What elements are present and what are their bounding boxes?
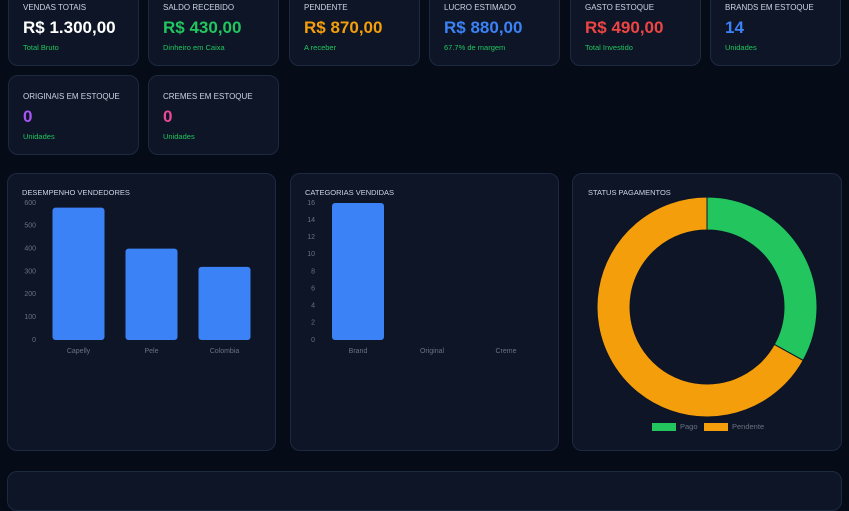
kpi-card: BRANDS EM ESTOQUE 14 Unidades bbox=[710, 0, 841, 66]
kpi-title: BRANDS EM ESTOQUE bbox=[725, 3, 814, 12]
x-tick-label: Pele bbox=[144, 348, 158, 355]
bar bbox=[125, 248, 178, 340]
chart-title: CATEGORIAS VENDIDAS bbox=[305, 188, 394, 197]
kpi-subtitle: Unidades bbox=[163, 132, 195, 141]
kpi-card: CREMES EM ESTOQUE 0 Unidades bbox=[148, 75, 279, 155]
kpi-value: R$ 1.300,00 bbox=[23, 18, 116, 37]
kpi-card: LUCRO ESTIMADO R$ 880,00 67.7% de margem bbox=[429, 0, 560, 66]
bar bbox=[198, 266, 251, 340]
chart-title: STATUS PAGAMENTOS bbox=[588, 188, 671, 197]
kpi-card: SALDO RECEBIDO R$ 430,00 Dinheiro em Caixa bbox=[148, 0, 279, 66]
dashboard: {"kpis":[ {"title":"VENDAS TOTAIS","valu… bbox=[7, 0, 842, 511]
y-tick-label: 14 bbox=[307, 217, 315, 224]
kpi-subtitle: Dinheiro em Caixa bbox=[163, 43, 225, 52]
kpi-title: SALDO RECEBIDO bbox=[163, 3, 235, 12]
charts: DESEMPENHO VENDEDORES0100200300400500600… bbox=[22, 188, 818, 431]
bar bbox=[52, 207, 105, 340]
kpi-value: 0 bbox=[163, 107, 173, 126]
y-tick-label: 16 bbox=[307, 200, 315, 207]
legend-swatch bbox=[652, 423, 676, 431]
kpi-card: ORIGINAIS EM ESTOQUE 0 Unidades bbox=[8, 75, 139, 155]
kpi-value: R$ 870,00 bbox=[304, 18, 383, 37]
y-tick-label: 500 bbox=[24, 223, 36, 230]
legend-label: Pago bbox=[680, 422, 698, 431]
kpi-subtitle: 67.7% de margem bbox=[444, 43, 506, 52]
y-tick-label: 2 bbox=[311, 320, 315, 327]
kpi-card: PENDENTE R$ 870,00 A receber bbox=[289, 0, 420, 66]
y-tick-label: 0 bbox=[311, 337, 315, 344]
kpi-subtitle: Total Investido bbox=[585, 43, 633, 52]
x-tick-label: Brand bbox=[349, 348, 368, 355]
kpi-value: R$ 880,00 bbox=[444, 18, 523, 37]
legend-label: Pendente bbox=[732, 422, 764, 431]
y-tick-label: 600 bbox=[24, 200, 36, 207]
kpi-value: R$ 430,00 bbox=[163, 18, 242, 37]
x-tick-label: Colombia bbox=[210, 348, 240, 355]
kpi-title: LUCRO ESTIMADO bbox=[444, 3, 517, 12]
y-tick-label: 8 bbox=[311, 268, 315, 275]
kpi-title: GASTO ESTOQUE bbox=[585, 3, 655, 12]
bar bbox=[332, 203, 384, 340]
y-tick-label: 200 bbox=[24, 291, 36, 298]
y-tick-label: 300 bbox=[24, 268, 36, 275]
kpi-value: R$ 490,00 bbox=[585, 18, 664, 37]
x-tick-label: Creme bbox=[495, 348, 516, 355]
kpi-subtitle: Unidades bbox=[23, 132, 55, 141]
y-tick-label: 400 bbox=[24, 246, 36, 253]
y-tick-label: 10 bbox=[307, 251, 315, 258]
kpi-title: ORIGINAIS EM ESTOQUE bbox=[23, 92, 120, 101]
y-tick-label: 0 bbox=[32, 337, 36, 344]
y-tick-label: 6 bbox=[311, 285, 315, 292]
kpi-subtitle: A receber bbox=[304, 43, 337, 52]
legend-swatch bbox=[704, 423, 728, 431]
kpi-title: PENDENTE bbox=[304, 3, 348, 12]
y-tick-label: 100 bbox=[24, 314, 36, 321]
x-tick-label: Capelly bbox=[67, 348, 91, 355]
kpi-title: CREMES EM ESTOQUE bbox=[163, 92, 253, 101]
kpi-card: VENDAS TOTAIS R$ 1.300,00 Total Bruto bbox=[8, 0, 139, 66]
kpi-card: GASTO ESTOQUE R$ 490,00 Total Investido bbox=[570, 0, 701, 66]
donut-slice bbox=[596, 196, 804, 418]
donut-slice bbox=[706, 196, 818, 362]
x-tick-label: Original bbox=[420, 348, 445, 355]
kpi-title: VENDAS TOTAIS bbox=[23, 3, 87, 12]
kpi-subtitle: Total Bruto bbox=[23, 43, 59, 52]
chart-title: DESEMPENHO VENDEDORES bbox=[22, 188, 130, 197]
y-tick-label: 4 bbox=[311, 303, 315, 310]
kpi-value: 14 bbox=[725, 18, 744, 37]
y-tick-label: 12 bbox=[307, 234, 315, 241]
kpi-value: 0 bbox=[23, 107, 33, 126]
kpi-subtitle: Unidades bbox=[725, 43, 757, 52]
